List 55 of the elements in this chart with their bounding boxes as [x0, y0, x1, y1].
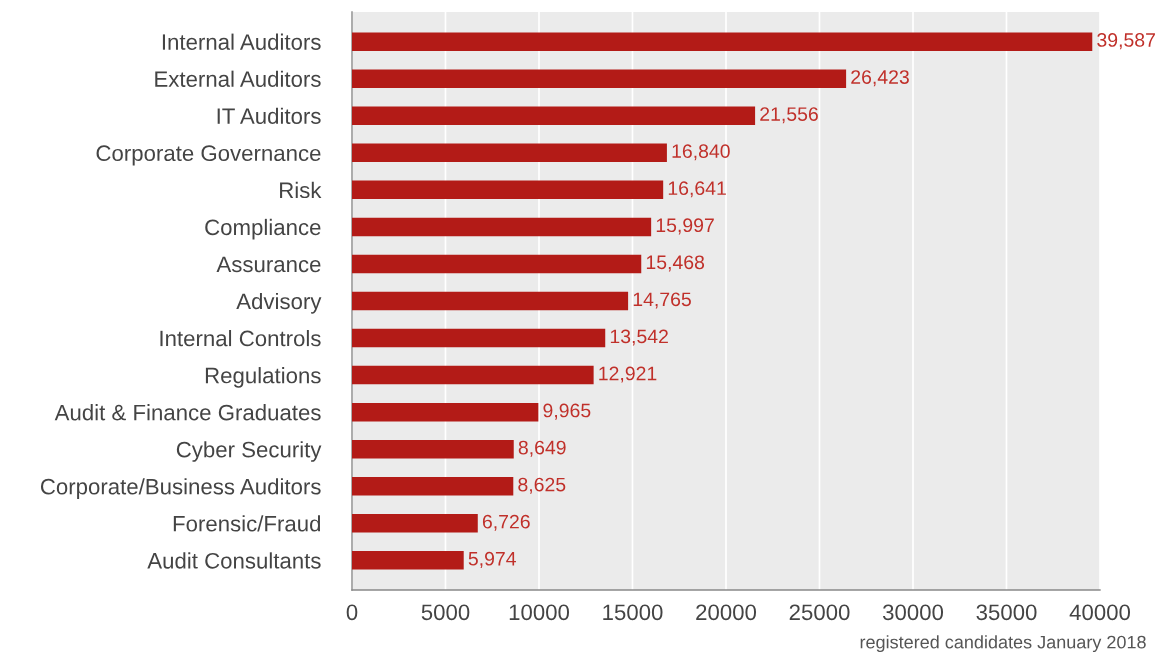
data-label: 15,468 [646, 255, 705, 272]
y-tick-label: Assurance [216, 256, 321, 273]
data-label: 8,649 [518, 440, 566, 457]
y-tick-label: Risk [280, 181, 322, 199]
y-tick-label: Internal Auditors [162, 33, 321, 50]
data-label: 26,423 [851, 70, 909, 87]
bar [352, 254, 642, 274]
data-label: 9,965 [543, 403, 591, 420]
data-label: 39,587 [1097, 33, 1155, 50]
y-tick-label: Corporate/Business Auditors [40, 478, 321, 499]
y-tick-label: Internal Controls [160, 330, 321, 347]
data-label: 6,726 [482, 514, 530, 531]
y-tick-label: Compliance [205, 218, 321, 240]
data-label: 8,625 [518, 477, 566, 494]
data-label: 16,840 [672, 144, 730, 161]
data-label: 14,765 [633, 292, 691, 309]
x-tick-label: 15000 [603, 604, 663, 621]
bar [352, 106, 756, 126]
bar [352, 365, 594, 385]
x-tick-label: 5000 [421, 604, 470, 621]
bar [352, 69, 847, 88]
x-tick-label: 30000 [882, 604, 944, 621]
data-label: 5,974 [468, 551, 516, 568]
x-tick-label: 40000 [1069, 604, 1131, 621]
data-label: 13,542 [610, 329, 668, 346]
data-label: 16,641 [668, 181, 726, 198]
text: registered candidates January 2018 [860, 635, 1146, 653]
bar [352, 514, 478, 533]
bar [352, 476, 514, 496]
y-tick-label: Advisory [236, 292, 322, 314]
x-tick-label: 25000 [789, 604, 850, 621]
data-label: 12,921 [599, 366, 657, 383]
y-tick-label: Audit & Finance Graduates [54, 404, 321, 421]
bar [352, 217, 652, 237]
x-tick-label: 10000 [509, 604, 570, 621]
bar [352, 328, 606, 348]
data-label: 21,556 [760, 107, 818, 124]
x-tick-label: 35000 [976, 604, 1037, 621]
y-tick-label: IT Auditors [217, 107, 321, 125]
y-tick-label: Audit Consultants [147, 552, 321, 569]
bar [352, 143, 667, 163]
bar [352, 439, 514, 459]
y-tick-label: External Auditors [155, 70, 321, 87]
bar [352, 402, 539, 422]
bar [352, 32, 1093, 51]
y-tick-label: Cyber Security [176, 441, 322, 462]
data-label: 15,997 [656, 218, 714, 235]
x-tick-label: 0 [346, 604, 358, 621]
y-tick-label: Forensic/Fraud [173, 515, 321, 532]
bar [352, 551, 464, 570]
y-tick-label: Regulations [205, 367, 321, 388]
bar [352, 291, 629, 311]
y-tick-label: Corporate Governance [96, 145, 321, 166]
x-tick-label: 20000 [696, 604, 757, 621]
bar [352, 180, 664, 200]
